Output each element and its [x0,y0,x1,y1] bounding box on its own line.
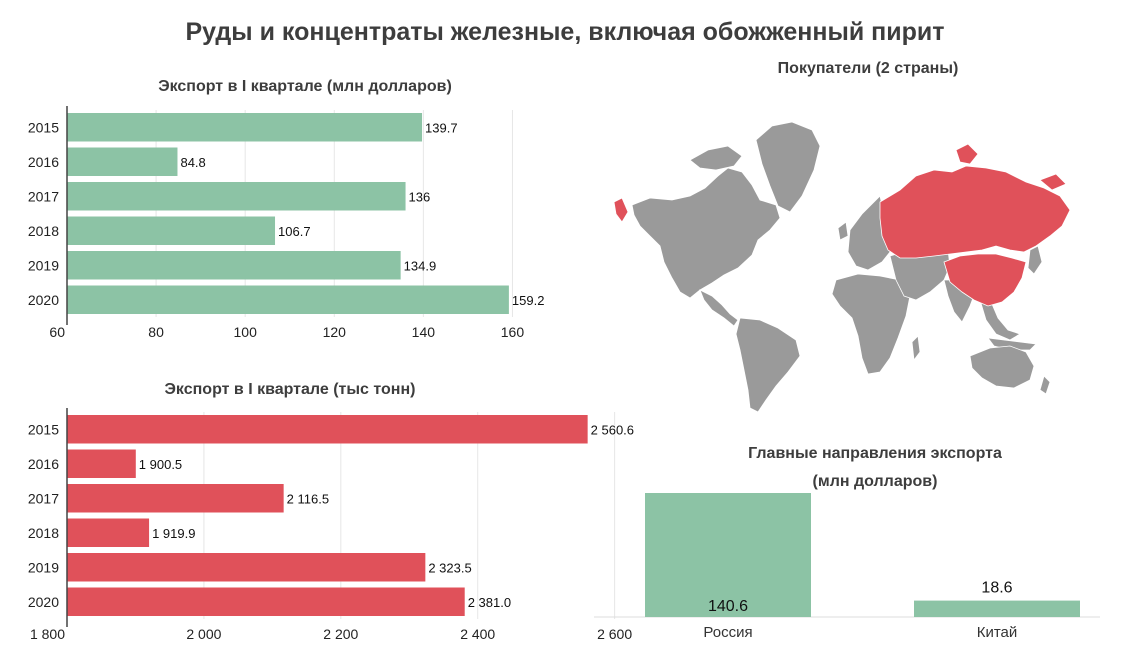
map-uk [837,221,849,241]
tons-value-label: 2 560.6 [591,422,634,437]
chart-tons-title: Экспорт в I квартале (тыс тонн) [164,381,416,398]
usd-category-label: 2019 [28,257,59,273]
usd-bar [67,216,276,245]
map-japan [1027,245,1043,275]
destinations-category-label: Россия [703,624,752,641]
tons-bar [67,553,426,582]
destinations-value-label: 18.6 [981,580,1012,597]
map-russia-chukotka [1039,173,1067,191]
map-australia [969,345,1035,389]
usd-tick-label: 140 [412,324,436,340]
tons-category-label: 2020 [28,594,59,610]
tons-tick-label: 2 600 [597,626,632,642]
tons-category-label: 2017 [28,490,59,506]
tons-bar [67,518,150,547]
destinations-category-label: Китай [977,624,1018,641]
tons-value-label: 2 381.0 [468,595,511,610]
map-china [943,253,1027,307]
destinations-bar [914,600,1080,617]
usd-category-label: 2018 [28,223,59,239]
destinations-bar [645,493,811,617]
tons-value-label: 1 900.5 [139,457,182,472]
tons-value-label: 2 323.5 [428,560,471,575]
tons-bar [67,484,284,513]
map-madagascar [911,335,921,362]
map-greenland [755,121,821,213]
usd-bar [67,285,509,314]
tons-tick-label: 2 400 [460,626,495,642]
usd-category-label: 2016 [28,154,59,170]
usd-bar [67,182,406,211]
map-russia-islands [955,143,979,165]
usd-category-label: 2017 [28,188,59,204]
usd-value-label: 134.9 [404,258,437,273]
chart-destinations-title: Главные направления экспорта [748,445,1002,462]
tons-category-label: 2015 [28,421,59,437]
chart-usd-title: Экспорт в I квартале (млн долларов) [158,78,452,95]
destinations-value-label: 140.6 [708,598,748,615]
usd-bar [67,147,178,176]
usd-tick-label: 160 [501,324,525,340]
world-map-base [631,121,1051,413]
map-russia [879,165,1071,259]
tons-tick-label: 1 800 [30,626,65,642]
tons-category-label: 2018 [28,525,59,541]
usd-value-label: 136 [409,189,431,204]
map-south-america [735,317,801,413]
usd-value-label: 139.7 [425,120,458,135]
tons-bar [67,449,136,478]
page-title: Руды и концентраты железные, включая обо… [185,18,945,46]
usd-tick-label: 80 [148,324,164,340]
map-new-zealand [1039,375,1051,395]
world-map-highlight [613,143,1071,307]
map-africa [831,273,911,375]
map-russia-east-edge [613,197,629,223]
tons-tick-label: 2 200 [323,626,358,642]
chart-destinations-subtitle: (млн долларов) [812,473,938,490]
map-north-america [631,167,781,299]
tons-value-label: 2 116.5 [287,491,329,506]
map-southeast-asia [979,299,1021,341]
tons-bar [67,415,588,444]
tons-category-label: 2019 [28,559,59,575]
tons-tick-label: 2 000 [186,626,221,642]
tons-bar [67,587,465,616]
tons-value-label: 1 919.9 [152,526,195,541]
map-arctic-islands [689,145,743,171]
usd-tick-label: 60 [49,324,65,340]
map-central-america [699,289,739,327]
usd-value-label: 106.7 [278,224,311,239]
usd-tick-label: 100 [234,324,258,340]
usd-value-label: 159.2 [512,293,545,308]
usd-tick-label: 120 [323,324,347,340]
usd-value-label: 84.8 [180,155,205,170]
usd-bar [67,251,401,280]
map-title: Покупатели (2 страны) [777,60,959,77]
tons-category-label: 2016 [28,456,59,472]
usd-category-label: 2015 [28,119,59,135]
usd-category-label: 2020 [28,292,59,308]
usd-bar [67,113,423,142]
